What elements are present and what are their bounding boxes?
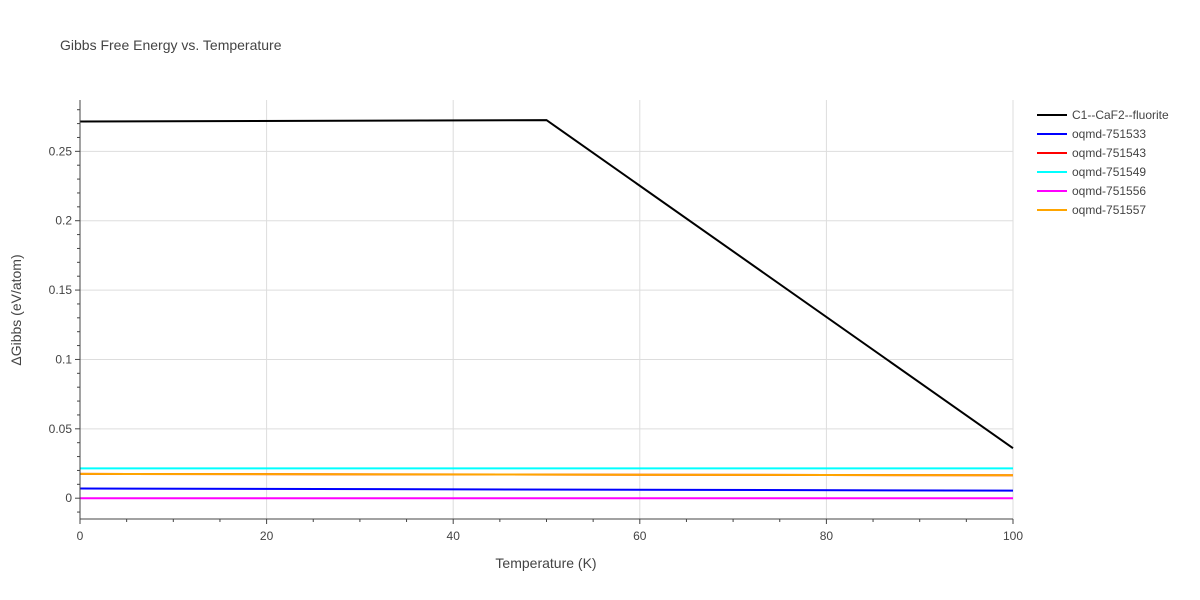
legend: C1--CaF2--fluorite oqmd-751533 oqmd-751543… (1037, 108, 1169, 217)
x-tick-label: 40 (447, 529, 461, 543)
x-tick-label: 60 (633, 529, 647, 543)
chart-title: Gibbs Free Energy vs. Temperature (60, 37, 282, 53)
y-axis-title: ΔGibbs (eV/atom) (8, 254, 24, 365)
series-line-oqmd-751557 (79, 472, 1014, 477)
x-tick-label: 80 (820, 529, 834, 543)
legend-entry[interactable]: C1--CaF2--fluorite (1072, 108, 1169, 122)
legend-entry[interactable]: oqmd-751543 (1072, 146, 1146, 160)
x-tick-label: 100 (1003, 529, 1023, 543)
x-tick-label: 0 (77, 529, 84, 543)
legend-entry[interactable]: oqmd-751533 (1072, 127, 1146, 141)
y-tick-label: 0.15 (49, 283, 73, 297)
x-axis-title: Temperature (K) (495, 555, 596, 571)
y-tick-label: 0.25 (49, 144, 73, 158)
legend-entry[interactable]: oqmd-751549 (1072, 165, 1146, 179)
y-tick-label: 0 (65, 491, 72, 505)
legend-entry[interactable]: oqmd-751557 (1072, 203, 1146, 217)
x-tick-label: 20 (260, 529, 274, 543)
axes: 0 20 40 60 80 100 0 0.05 0.1 0.15 0.2 0.25 (49, 100, 1023, 543)
legend-entry[interactable]: oqmd-751556 (1072, 184, 1146, 198)
grid-lines (80, 100, 1014, 519)
y-tick-label: 0.05 (49, 422, 73, 436)
plot-area (79, 119, 1014, 500)
series-line-oqmd-751533 (79, 487, 1014, 492)
y-tick-label: 0.2 (55, 214, 72, 228)
y-tick-label: 0.1 (55, 352, 72, 366)
series-line-C1--CaF2--fluorite (79, 119, 1014, 450)
